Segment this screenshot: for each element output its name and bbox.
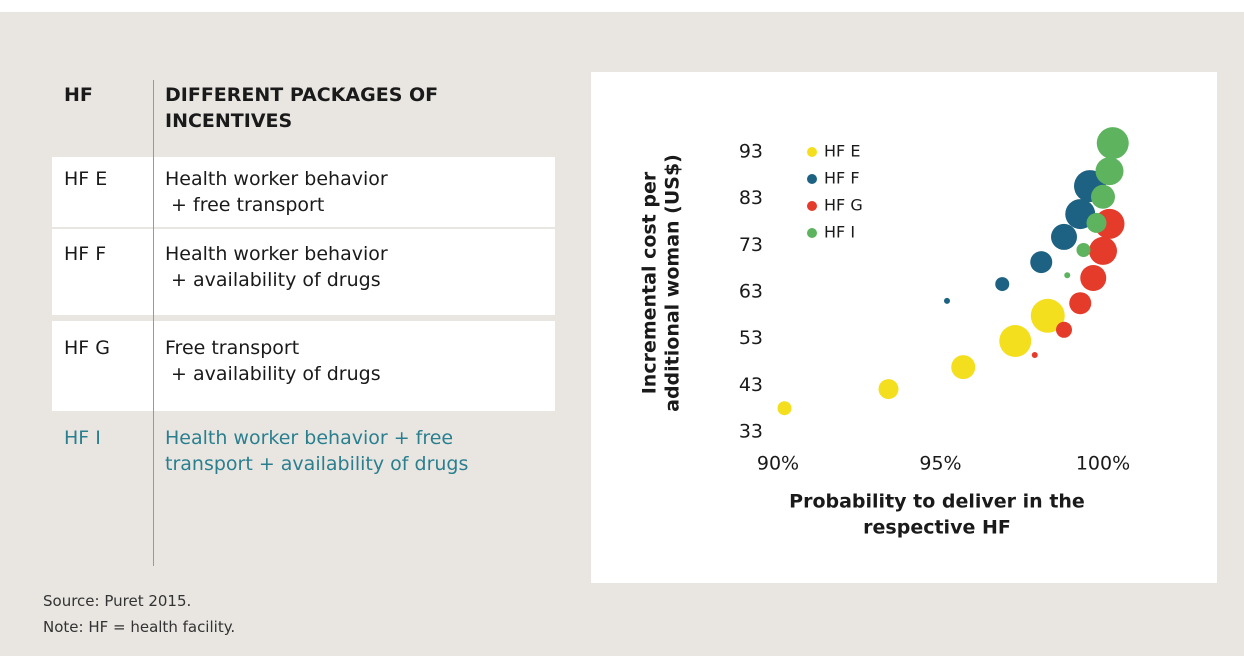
x-tick-label: 95%	[919, 453, 961, 475]
chart: 33 43 53 63 73 83 93 90% 95% 100% Incremental cost…	[639, 127, 1130, 539]
legend-label: HF G	[824, 196, 863, 215]
legend-marker	[807, 174, 817, 184]
legend-label: HF I	[824, 223, 855, 242]
y-tick-label: 63	[739, 281, 763, 303]
x-axis-label: respective HF	[863, 517, 1011, 539]
bubble	[944, 297, 950, 304]
bubble	[1030, 251, 1053, 274]
bubble	[878, 379, 899, 400]
chart-box: 33 43 53 63 73 83 93 90% 95% 100% Incremental cost…	[591, 72, 1217, 583]
y-tick-label: 93	[739, 141, 763, 163]
y-axis-label: Incremental cost per	[639, 171, 661, 394]
header: DIFFERENT PACKAGES OF INCENTIVES	[165, 84, 445, 132]
bubble	[1095, 157, 1124, 186]
x-axis-label: Probability to deliver in the	[789, 491, 1085, 513]
note: Note: HF = health facility.	[43, 618, 236, 636]
legend-marker	[807, 147, 817, 157]
y-tick-label: 53	[739, 327, 763, 349]
x-tick-label: 90%	[757, 453, 799, 475]
cell: Health worker behavior + free transport	[165, 168, 388, 216]
y-tick-label: 43	[739, 374, 763, 396]
y-tick-label: 83	[739, 187, 763, 209]
bubble	[1086, 212, 1107, 233]
bubble	[1089, 236, 1117, 265]
legend-label: HF F	[824, 169, 860, 188]
row-bg	[52, 321, 555, 411]
y-tick-label: 33	[739, 421, 763, 443]
bubble	[951, 355, 976, 380]
bubble	[1030, 298, 1065, 333]
cell: HF F	[64, 243, 107, 265]
panel: HF DIFFERENT PACKAGES OF INCENTIVES HF E…	[0, 12, 1244, 656]
source: Source: Puret 2015.	[43, 592, 192, 610]
legend-marker	[807, 201, 817, 211]
cell: Health worker behavior + availability of…	[165, 243, 388, 291]
cell: Health worker behavior + free transport …	[165, 427, 469, 475]
bubble	[999, 325, 1032, 357]
cell: Free transport + availability of drugs	[165, 337, 381, 385]
bubble	[1091, 184, 1115, 209]
bubble	[1056, 321, 1072, 338]
row-bg	[52, 157, 555, 227]
bubble	[1069, 292, 1092, 315]
bubble	[777, 401, 792, 416]
bubble	[1031, 352, 1038, 358]
row-bg	[52, 229, 555, 315]
header: HF	[64, 84, 93, 106]
bubble	[995, 277, 1010, 292]
y-axis-label: additional woman (US$)	[662, 154, 684, 412]
legend-marker	[807, 228, 817, 238]
bubble	[1076, 243, 1091, 257]
cell: HF I	[64, 427, 101, 449]
bubble	[1096, 127, 1129, 160]
bubble	[1051, 223, 1077, 250]
x-tick-label: 100%	[1076, 453, 1130, 475]
cell: HF E	[64, 168, 108, 190]
legend-label: HF E	[824, 142, 860, 161]
bubble	[1080, 265, 1107, 291]
y-tick-label: 73	[739, 234, 763, 256]
bubble	[1064, 272, 1071, 279]
cell: HF G	[64, 337, 110, 359]
divider	[153, 80, 154, 566]
